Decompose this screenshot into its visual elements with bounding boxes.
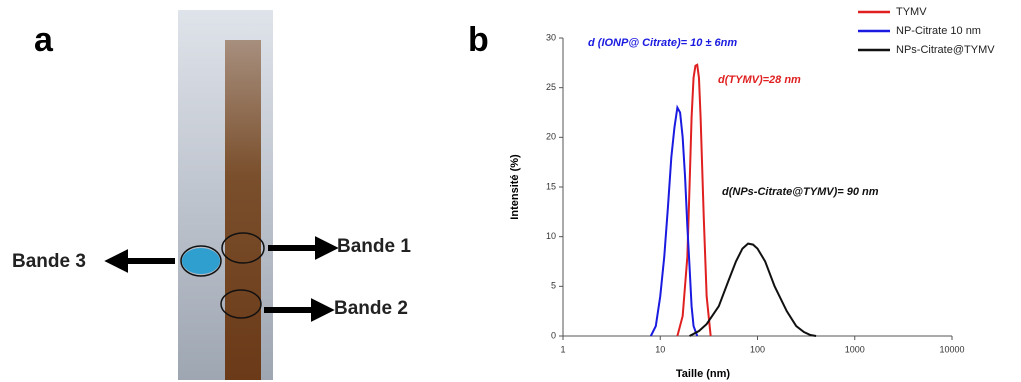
legend-label: NP-Citrate 10 nm (896, 25, 981, 37)
x-tick-label: 1 (560, 344, 565, 354)
legend-label: NPs-Citrate@TYMV (896, 44, 995, 56)
series-line (649, 104, 699, 337)
x-tick-label: 10 (655, 344, 665, 354)
photo (104, 10, 339, 380)
annotation: d (IONP@ Citrate)= 10 ± 6nm (588, 37, 737, 49)
panel-label: b (468, 21, 489, 59)
x-axis-label: Taille (nm) (676, 368, 731, 380)
y-tick-label: 20 (546, 132, 556, 142)
y-axis-label: Intensité (%) (509, 154, 521, 220)
x-tick-label: 10000 (939, 344, 964, 354)
y-tick-label: 30 (546, 32, 556, 42)
band-label: Bande 3 (12, 251, 86, 272)
band-label: Bande 1 (337, 236, 411, 257)
series-line (689, 242, 817, 337)
annotation: d(NPs-Citrate@TYMV)= 90 nm (722, 186, 879, 198)
y-tick-label: 5 (551, 281, 556, 291)
annotation: d(TYMV)=28 nm (718, 74, 801, 86)
y-tick-label: 10 (546, 231, 556, 241)
y-tick-label: 25 (546, 82, 556, 92)
legend-label: TYMV (896, 6, 927, 18)
x-tick-label: 1000 (845, 344, 865, 354)
series-line (676, 63, 712, 337)
panel-label: a (34, 21, 54, 59)
y-tick-label: 15 (546, 181, 556, 191)
x-tick-label: 100 (750, 344, 765, 354)
y-tick-label: 0 (551, 330, 556, 340)
band-label: Bande 2 (334, 298, 408, 319)
